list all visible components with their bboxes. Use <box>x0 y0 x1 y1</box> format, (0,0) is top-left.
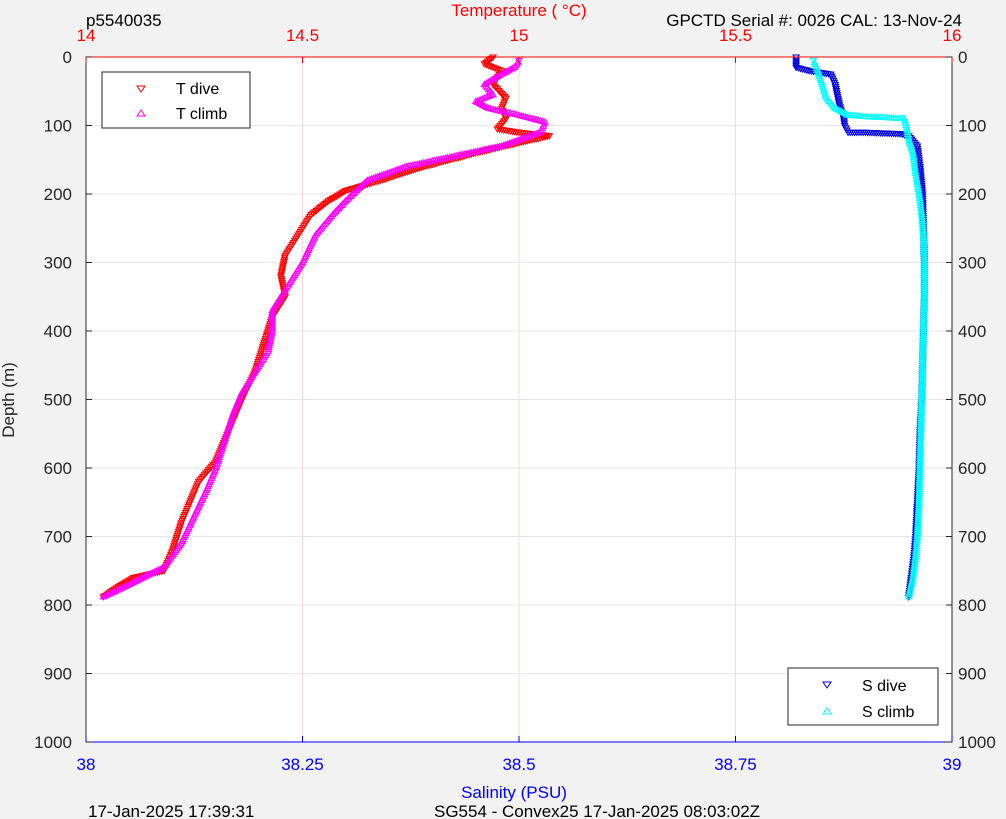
depth-tick-label-right: 1000 <box>958 733 996 752</box>
data-point <box>530 115 539 122</box>
data-point <box>525 114 534 121</box>
temperature-tick-label: 14.5 <box>286 26 319 45</box>
legend-temperature: T dive T climb <box>101 71 251 129</box>
depth-tick-label-right: 800 <box>958 596 986 615</box>
data-point <box>528 114 536 122</box>
depth-tick-label-right: 600 <box>958 459 986 478</box>
legend-s-dive-marker <box>822 681 832 689</box>
depth-tick-label-left: 300 <box>44 254 72 273</box>
salinity-tick-label: 38 <box>77 755 96 774</box>
data-point <box>536 116 545 124</box>
depth-tick-label-left: 500 <box>44 391 72 410</box>
data-point <box>538 117 547 125</box>
salinity-tick-label: 38.75 <box>714 755 757 774</box>
depth-tick-label-left: 900 <box>44 665 72 684</box>
legend-t-climb-marker <box>136 109 146 117</box>
depth-tick-label-left: 800 <box>44 596 72 615</box>
data-point <box>519 112 528 119</box>
depth-tick-label-right: 300 <box>958 254 986 273</box>
legend-t-dive-marker <box>136 85 146 93</box>
legend-salinity: S dive S climb <box>787 667 939 726</box>
depth-tick-label-left: 200 <box>44 185 72 204</box>
data-point <box>794 65 803 72</box>
data-point <box>534 116 543 123</box>
salinity-tick-label: 39 <box>943 755 962 774</box>
legend-s-dive-label: S dive <box>862 678 907 695</box>
depth-tick-label-left: 100 <box>44 117 72 136</box>
data-point <box>809 57 818 65</box>
depth-tick-label-right: 400 <box>958 322 986 341</box>
data-point <box>802 67 811 75</box>
salinity-axis-label: Salinity (PSU) <box>461 783 567 802</box>
serial-info: GPCTD Serial #: 0026 CAL: 13-Nov-24 <box>666 11 962 30</box>
temperature-tick-label: 14 <box>77 26 96 45</box>
grid-layer <box>86 57 952 742</box>
salinity-tick-label: 38.25 <box>281 755 324 774</box>
data-point <box>532 115 541 123</box>
data-layer <box>99 54 929 601</box>
footer-mission: SG554 - Convex25 17-Jan-2025 08:03:02Z <box>434 802 760 819</box>
data-point <box>521 112 530 120</box>
footer-timestamp: 17-Jan-2025 17:39:31 <box>88 802 254 819</box>
depth-tick-label-right: 700 <box>958 528 986 547</box>
temperature-tick-label: 16 <box>943 26 962 45</box>
temperature-axis-label: Temperature ( °C) <box>451 1 586 20</box>
depth-tick-label-right: 900 <box>958 665 986 684</box>
legend-s-climb-label: S climb <box>862 704 915 721</box>
depth-tick-label-right: 0 <box>958 48 967 67</box>
legend-t-climb-label: T climb <box>176 106 227 123</box>
legend-t-dive-label: T dive <box>176 81 219 98</box>
legend-temperature-box <box>101 71 251 129</box>
data-point <box>796 65 805 73</box>
data-point <box>517 111 526 119</box>
data-point <box>308 210 317 218</box>
data-point <box>798 66 807 74</box>
legend-s-climb-marker <box>822 707 832 715</box>
depth-tick-label-left: 400 <box>44 322 72 341</box>
data-point <box>800 67 809 74</box>
depth-tick-label-left: 700 <box>44 528 72 547</box>
profile-id: p5540035 <box>86 11 162 30</box>
series-t-climb <box>99 57 549 600</box>
temperature-tick-label: 15 <box>510 26 529 45</box>
legend-salinity-box <box>787 667 939 726</box>
series-s-climb <box>809 57 929 600</box>
depth-tick-label-right: 100 <box>958 117 986 136</box>
data-point <box>523 113 532 121</box>
depth-tick-label-right: 500 <box>958 391 986 410</box>
depth-tick-label-right: 200 <box>958 185 986 204</box>
depth-axis-label: Depth (m) <box>0 362 18 438</box>
salinity-tick-label: 38.5 <box>502 755 535 774</box>
depth-tick-label-left: 600 <box>44 459 72 478</box>
data-point <box>792 64 801 72</box>
tick-layer: 0 0 100 100 200 200 300 300 400 400 500 500 600 600 70… <box>34 26 996 774</box>
depth-tick-label-left: 0 <box>63 48 72 67</box>
data-point <box>541 118 549 125</box>
depth-tick-label-left: 1000 <box>34 733 72 752</box>
temperature-tick-label: 15.5 <box>719 26 752 45</box>
